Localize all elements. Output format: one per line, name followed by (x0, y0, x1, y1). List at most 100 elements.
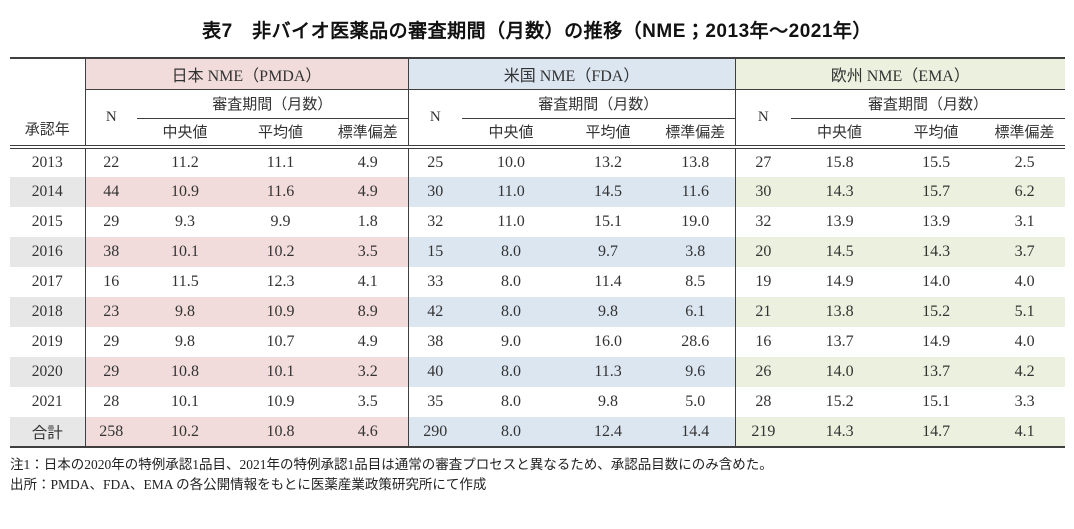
eu-mean-cell: 15.5 (922, 154, 951, 171)
year-cell: 2018 (10, 297, 86, 327)
eu-mean-cell: 13.9 (922, 213, 951, 230)
us-sd-cell: 28.6 (656, 327, 736, 357)
eu-mean-header: 平均値 (888, 118, 985, 149)
us-mean-cell: 11.3 (560, 357, 657, 387)
eu-n-cell: 30 (735, 177, 792, 207)
us-n-header: N (408, 89, 463, 149)
japan-median-cell: 10.9 (137, 177, 233, 207)
year-cell: 2021 (10, 387, 86, 417)
japan-n-cell: 29 (103, 333, 120, 350)
us-mean-cell: 9.8 (560, 297, 657, 327)
year-column-header: 承認年 (10, 58, 86, 149)
japan-n-cell: 16 (103, 273, 120, 290)
eu-sd-cell: 4.2 (984, 357, 1066, 387)
eu-sd-cell: 3.3 (1014, 393, 1035, 410)
table-row: 2020 29 10.8 10.1 3.2 40 8.0 11.3 9.6 26… (10, 357, 1066, 387)
us-median-cell: 8.0 (462, 357, 561, 387)
eu-n-cell: 32 (755, 213, 772, 230)
us-n-cell: 25 (427, 154, 444, 171)
eu-median-cell: 14.3 (791, 177, 889, 207)
year-cell: 2017 (10, 267, 86, 297)
eu-sd-cell: 4.0 (1014, 273, 1035, 290)
japan-mean-cell: 11.6 (233, 177, 328, 207)
footnotes: 注1：日本の2020年の特例承認1品目、2021年の特例承認1品目は通常の審査プ… (10, 455, 1074, 496)
eu-n-cell: 16 (755, 333, 772, 350)
eu-median-cell: 13.9 (825, 213, 854, 230)
japan-n-cell: 29 (85, 357, 137, 387)
japan-mean-cell: 11.1 (266, 154, 295, 171)
table-row: 2013 22 11.2 11.1 4.9 25 10.0 13.2 13.8 … (10, 147, 1065, 177)
us-n-cell: 35 (427, 393, 444, 410)
us-median-cell: 8.0 (462, 297, 561, 327)
table-header: 承認年 日本 NME（PMDA） 米国 NME（FDA） 欧州 NME（EMA）… (10, 58, 1066, 149)
japan-n-cell: 23 (85, 297, 137, 327)
table-row: 2017 16 11.5 12.3 4.1 33 8.0 11.4 8.5 19… (10, 267, 1065, 297)
us-n-cell: 42 (408, 297, 463, 327)
eu-median-cell: 14.9 (825, 273, 854, 290)
japan-median-cell: 10.1 (171, 393, 199, 410)
us-median-cell: 8.0 (501, 273, 522, 290)
eu-mean-cell: 15.1 (922, 393, 951, 410)
us-sd-cell: 5.0 (656, 387, 736, 417)
group-header-eu-ema: 欧州 NME（EMA） (735, 58, 1066, 90)
table-row: 2016 38 10.1 10.2 3.5 15 8.0 9.7 3.8 20 … (10, 237, 1066, 267)
japan-n-cell: 28 (103, 393, 120, 410)
table-row: 2018 23 9.8 10.9 8.9 42 8.0 9.8 6.1 21 1… (10, 297, 1066, 327)
eu-median-cell: 15.8 (825, 154, 854, 171)
us-sd-header: 標準偏差 (656, 118, 736, 149)
us-median-header: 中央値 (462, 118, 561, 149)
japan-mean-cell: 12.3 (266, 273, 295, 290)
us-n-cell: 30 (408, 177, 463, 207)
table-row: 2019 29 9.8 10.7 4.9 38 9.0 16.0 28.6 16… (10, 327, 1065, 357)
us-median-cell: 9.0 (501, 333, 522, 350)
us-sd-cell: 14.4 (656, 417, 736, 448)
eu-sd-cell: 2.5 (1014, 154, 1035, 171)
japan-mean-cell: 10.2 (233, 237, 328, 267)
japan-median-cell: 11.2 (171, 154, 199, 171)
japan-sd-cell: 3.5 (328, 387, 409, 417)
japan-median-cell: 9.3 (175, 213, 195, 230)
year-cell: 2013 (10, 147, 86, 177)
us-n-cell: 32 (427, 213, 444, 230)
eu-median-cell: 13.8 (791, 297, 889, 327)
japan-median-cell: 11.5 (171, 273, 199, 290)
us-median-cell: 10.0 (497, 154, 526, 171)
japan-sd-cell: 4.9 (328, 327, 409, 357)
us-mean-cell: 9.7 (560, 237, 657, 267)
eu-sd-cell: 5.1 (984, 297, 1066, 327)
us-mean-cell: 16.0 (594, 333, 623, 350)
eu-mean-cell: 14.3 (888, 237, 985, 267)
japan-sd-cell: 4.9 (328, 177, 409, 207)
us-sd-cell: 8.5 (656, 267, 736, 297)
japan-sd-cell: 4.1 (328, 267, 409, 297)
japan-median-cell: 9.8 (137, 297, 233, 327)
us-median-cell: 11.0 (497, 213, 525, 230)
us-sd-cell: 11.6 (656, 177, 736, 207)
japan-mean-cell: 10.1 (233, 357, 328, 387)
us-period-header: 審査期間（月数） (462, 89, 736, 119)
japan-sd-cell: 4.9 (328, 147, 409, 177)
eu-n-cell: 21 (735, 297, 792, 327)
eu-n-cell: 219 (735, 417, 792, 448)
japan-sd-cell: 8.9 (328, 297, 409, 327)
eu-n-cell: 20 (735, 237, 792, 267)
group-header-japan-pmda: 日本 NME（PMDA） (85, 58, 409, 90)
japan-sd-cell: 3.2 (328, 357, 409, 387)
year-cell: 2015 (10, 207, 86, 237)
table-row: 2015 29 9.3 9.9 1.8 32 11.0 15.1 19.0 32… (10, 207, 1065, 237)
us-mean-cell: 15.1 (594, 213, 623, 230)
us-sd-cell: 6.1 (656, 297, 736, 327)
us-mean-cell: 14.5 (560, 177, 657, 207)
japan-median-cell: 9.8 (175, 333, 195, 350)
japan-median-cell: 10.2 (137, 417, 233, 448)
japan-n-cell: 38 (85, 237, 137, 267)
year-cell: 合計 (10, 417, 86, 448)
year-cell: 2020 (10, 357, 86, 387)
eu-mean-cell: 14.9 (922, 333, 951, 350)
eu-mean-cell: 14.7 (888, 417, 985, 448)
japan-n-header: N (85, 89, 137, 149)
us-n-cell: 40 (408, 357, 463, 387)
us-n-cell: 38 (427, 333, 444, 350)
us-mean-cell: 9.8 (598, 393, 619, 410)
us-sd-cell: 19.0 (656, 207, 736, 237)
